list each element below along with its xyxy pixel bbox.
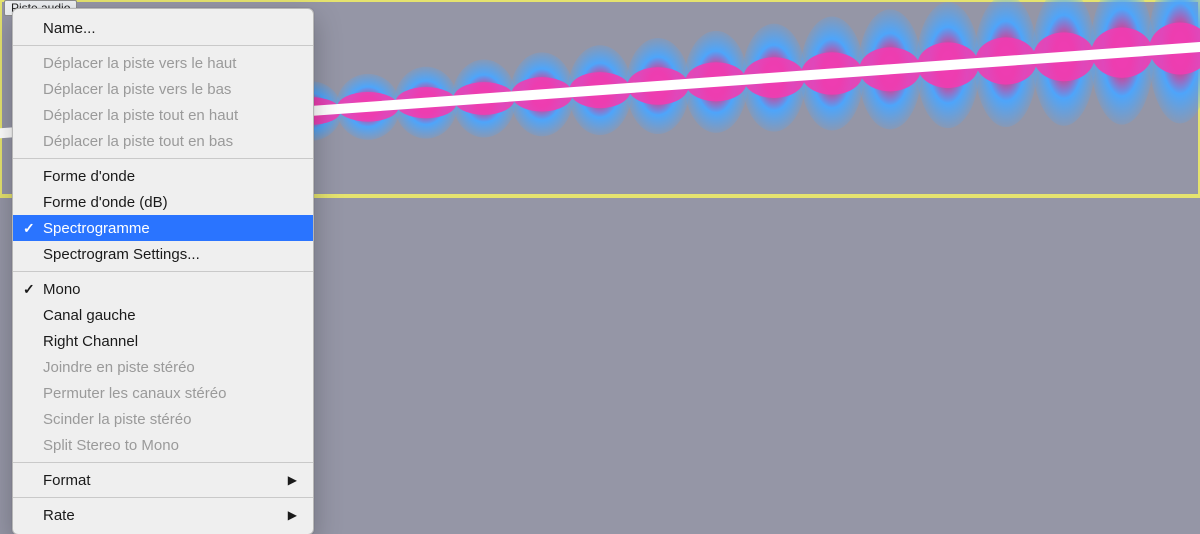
menu-item-label: Déplacer la piste vers le bas	[43, 81, 231, 98]
menu-separator	[13, 462, 313, 463]
menu-item-label: Permuter les canaux stéréo	[43, 385, 226, 402]
menu-item-name[interactable]: Name...	[13, 15, 313, 41]
menu-item-label: Mono	[43, 281, 81, 298]
menu-item-format[interactable]: Format ▶	[13, 467, 313, 493]
menu-item-label: Forme d'onde (dB)	[43, 194, 168, 211]
menu-item-label: Split Stereo to Mono	[43, 437, 179, 454]
menu-item-label: Joindre en piste stéréo	[43, 359, 195, 376]
menu-item-spectrogramme[interactable]: ✓ Spectrogramme	[13, 215, 313, 241]
menu-item-mono[interactable]: ✓ Mono	[13, 276, 313, 302]
menu-item-spectrogram-settings[interactable]: Spectrogram Settings...	[13, 241, 313, 267]
track-dropdown-menu[interactable]: Name... Déplacer la piste vers le haut Dép…	[12, 8, 314, 534]
check-icon: ✓	[23, 220, 35, 237]
menu-separator	[13, 45, 313, 46]
menu-item-label: Rate	[43, 507, 75, 524]
menu-item-permuter-les-canaux-st-r-o: Permuter les canaux stéréo	[13, 380, 313, 406]
menu-item-label: Déplacer la piste tout en haut	[43, 107, 238, 124]
menu-item-label: Name...	[43, 20, 96, 37]
app-canvas: Piste audio Name...Déplacer la piste ver…	[0, 0, 1200, 534]
menu-item-label: Spectrogram Settings...	[43, 246, 200, 263]
menu-separator	[13, 158, 313, 159]
menu-item-joindre-en-piste-st-r-o: Joindre en piste stéréo	[13, 354, 313, 380]
menu-item-d-placer-la-piste-tout-en-haut: Déplacer la piste tout en haut	[13, 102, 313, 128]
menu-item-label: Forme d'onde	[43, 168, 135, 185]
submenu-arrow-icon: ▶	[288, 473, 297, 487]
menu-separator	[13, 497, 313, 498]
menu-item-label: Canal gauche	[43, 307, 136, 324]
menu-item-label: Déplacer la piste vers le haut	[43, 55, 236, 72]
menu-item-canal-gauche[interactable]: Canal gauche	[13, 302, 313, 328]
menu-item-label: Scinder la piste stéréo	[43, 411, 191, 428]
check-icon: ✓	[23, 281, 35, 298]
menu-item-split-stereo-to-mono: Split Stereo to Mono	[13, 432, 313, 458]
menu-item-scinder-la-piste-st-r-o: Scinder la piste stéréo	[13, 406, 313, 432]
menu-separator	[13, 271, 313, 272]
menu-item-right-channel[interactable]: Right Channel	[13, 328, 313, 354]
menu-item-rate[interactable]: Rate ▶	[13, 502, 313, 528]
menu-item-d-placer-la-piste-vers-le-bas: Déplacer la piste vers le bas	[13, 76, 313, 102]
menu-item-d-placer-la-piste-vers-le-haut: Déplacer la piste vers le haut	[13, 50, 313, 76]
menu-item-label: Déplacer la piste tout en bas	[43, 133, 233, 150]
menu-item-forme-d-onde-db[interactable]: Forme d'onde (dB)	[13, 189, 313, 215]
menu-item-d-placer-la-piste-tout-en-bas: Déplacer la piste tout en bas	[13, 128, 313, 154]
menu-item-label: Right Channel	[43, 333, 138, 350]
menu-item-label: Spectrogramme	[43, 220, 150, 237]
submenu-arrow-icon: ▶	[288, 508, 297, 522]
menu-item-label: Format	[43, 472, 91, 489]
menu-item-forme-d-onde[interactable]: Forme d'onde	[13, 163, 313, 189]
